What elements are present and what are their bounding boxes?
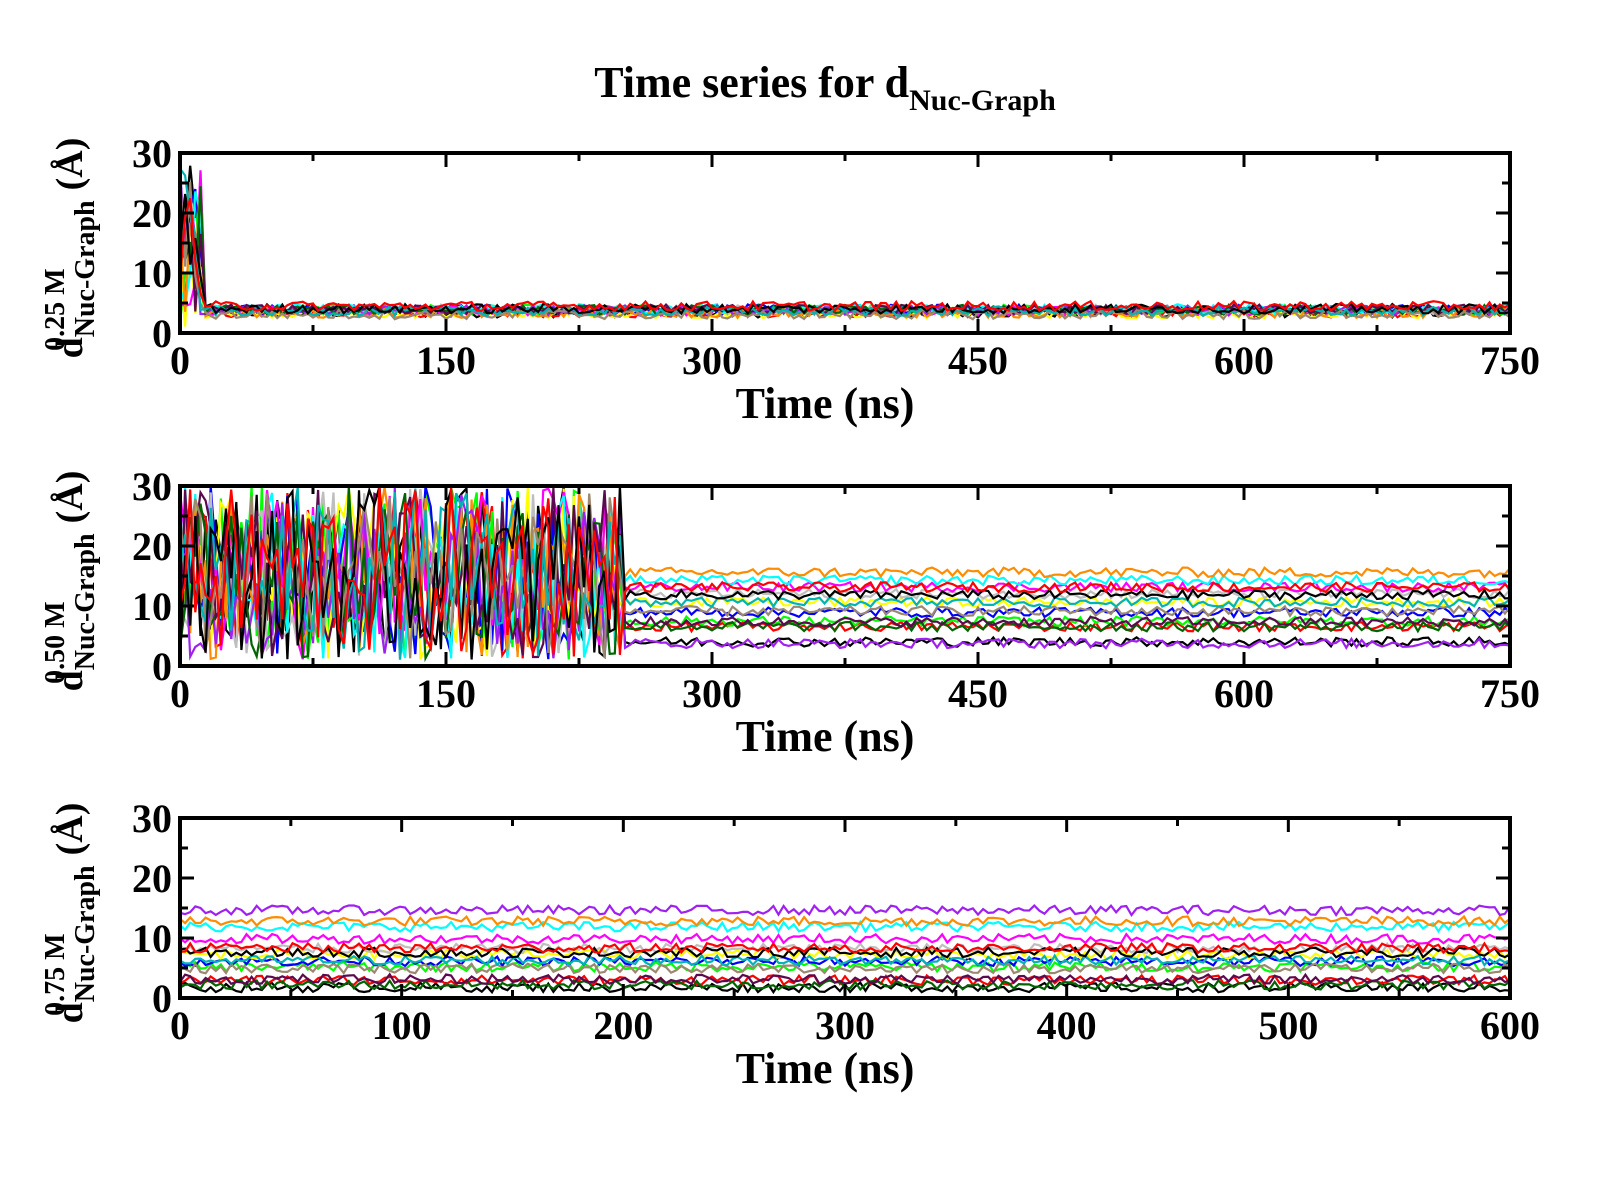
y-tick-label: 20 <box>132 856 172 901</box>
y-axis-label: 0.50 MdNuc-Graph (Å) <box>40 471 101 692</box>
y-axis-label: 0.25 MdNuc-Graph (Å) <box>40 138 101 359</box>
title-main: Time series for d <box>594 58 909 107</box>
series-line <box>180 932 1510 946</box>
y-tick-label: 10 <box>132 584 172 629</box>
panel-2: 0 150 300 450 600 750 0 10 20 30 Time (ns) 0.50 MdN… <box>40 464 1540 761</box>
x-axis-label: Time (ns) <box>736 379 915 428</box>
series-line <box>180 165 1510 319</box>
series-line <box>180 973 1510 987</box>
x-tick-label: 600 <box>1480 1003 1540 1048</box>
x-tick-label: 0 <box>170 338 190 383</box>
y-axis-label-unit: (Å) <box>49 471 91 524</box>
series-line <box>180 186 1510 317</box>
y-tick-label: 20 <box>132 191 172 236</box>
series-line <box>180 961 1510 975</box>
x-tick-label: 300 <box>682 338 742 383</box>
x-tick-label: 500 <box>1258 1003 1318 1048</box>
panel-3: 0 100 200 300 400 500 600 0 10 20 30 Time (ns) 0.75 … <box>40 796 1540 1093</box>
x-axis-label: Time (ns) <box>736 712 915 761</box>
series-line <box>180 197 1510 313</box>
x-axis-label: Time (ns) <box>736 1044 915 1093</box>
series-line <box>180 188 1510 316</box>
x-tick-label: 450 <box>948 671 1008 716</box>
y-tick-label: 0 <box>152 311 172 356</box>
x-tick-label: 0 <box>170 671 190 716</box>
series-line <box>180 171 1510 321</box>
series-line <box>180 187 1510 320</box>
y-tick-label: 0 <box>152 644 172 689</box>
x-tick-label: 0 <box>170 1003 190 1048</box>
x-tick-label: 750 <box>1480 338 1540 383</box>
y-axis-label-concentration: 0.50 M <box>40 601 71 683</box>
series-line <box>180 953 1510 968</box>
x-tick-label: 100 <box>372 1003 432 1048</box>
x-tick-label: 150 <box>416 671 476 716</box>
plot-area <box>180 486 1510 663</box>
series-line <box>180 914 1510 928</box>
series-line <box>180 173 1510 317</box>
y-tick-label: 30 <box>132 131 172 176</box>
series-line <box>180 954 1510 969</box>
y-axis-label-concentration: 0.75 M <box>40 933 71 1015</box>
y-tick-label: 10 <box>132 916 172 961</box>
x-tick-label: 600 <box>1214 338 1274 383</box>
series-line <box>180 486 1510 660</box>
x-tick-label: 200 <box>593 1003 653 1048</box>
x-tick-label: 750 <box>1480 671 1540 716</box>
x-tick-label: 450 <box>948 338 1008 383</box>
series-line <box>180 193 1510 316</box>
y-axis-label-unit: (Å) <box>49 803 91 856</box>
y-tick-label: 20 <box>132 524 172 569</box>
series-line <box>180 945 1510 960</box>
x-tick-label: 400 <box>1037 1003 1097 1048</box>
series-line <box>180 169 1510 317</box>
x-tick-label: 300 <box>682 671 742 716</box>
y-axis-label-unit: (Å) <box>49 138 91 191</box>
x-tick-label: 150 <box>416 338 476 383</box>
series-line <box>180 167 1510 318</box>
series-line <box>180 941 1510 955</box>
y-tick-label: 30 <box>132 796 172 841</box>
series-line <box>180 487 1510 658</box>
y-axis-label-symbol: d <box>49 337 91 358</box>
y-tick-label: 30 <box>132 464 172 509</box>
series-line <box>180 194 1510 317</box>
y-tick-label: 10 <box>132 251 172 296</box>
series-line <box>180 189 1510 323</box>
series-line <box>180 972 1510 986</box>
panel-1: 0 150 300 450 600 750 0 10 20 30 Time (ns) 0.25 MdN… <box>40 131 1540 428</box>
y-axis-label-symbol: d <box>49 1002 91 1023</box>
plot-area <box>180 903 1510 995</box>
y-tick-label: 0 <box>152 976 172 1021</box>
series-line <box>180 487 1510 660</box>
series-line <box>180 170 1510 318</box>
y-axis-label-subscript: Nuc-Graph <box>70 865 101 1002</box>
title-subscript: Nuc-Graph <box>909 84 1056 117</box>
y-axis-label-symbol: d <box>49 670 91 691</box>
plot-area <box>180 165 1510 327</box>
series-line <box>180 903 1510 918</box>
series-line <box>180 191 1510 316</box>
x-tick-label: 300 <box>815 1003 875 1048</box>
x-tick-label: 600 <box>1214 671 1274 716</box>
series-line <box>180 487 1510 659</box>
y-axis-label: 0.75 MdNuc-Graph (Å) <box>40 803 101 1024</box>
figure-title: Time series for dNuc-Graph <box>594 58 1056 117</box>
plot-frame <box>178 816 1512 1000</box>
y-axis-label-subscript: Nuc-Graph <box>70 533 101 670</box>
series-line <box>180 486 1510 660</box>
y-axis-label-concentration: 0.25 M <box>40 268 71 350</box>
y-axis-label-subscript: Nuc-Graph <box>70 200 101 337</box>
